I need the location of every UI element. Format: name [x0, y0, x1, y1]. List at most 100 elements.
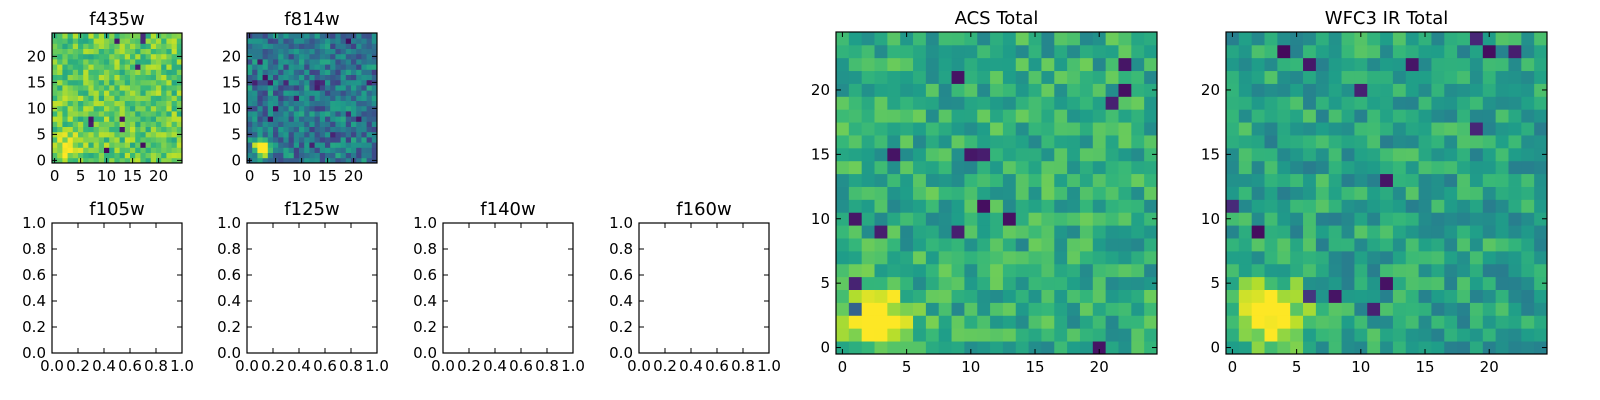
heatmap-cell [1521, 83, 1535, 97]
heatmap-cell [361, 152, 367, 159]
heatmap-cell [1067, 186, 1081, 200]
heatmap-cell [1380, 199, 1394, 213]
heatmap-cell [314, 147, 321, 153]
y-tick-label: 20 [27, 47, 46, 65]
heatmap-cell [1482, 263, 1497, 278]
heatmap-cell [1380, 250, 1394, 265]
heatmap-cell [67, 121, 74, 127]
heatmap-cell [1418, 315, 1432, 329]
heatmap-cell [371, 147, 378, 153]
heatmap-cell [319, 48, 326, 55]
heatmap-cell [62, 43, 68, 49]
heatmap-cell [1264, 225, 1278, 239]
heatmap-cell [140, 85, 146, 91]
heatmap-cell [345, 147, 352, 153]
heatmap-cell [836, 57, 850, 72]
heatmap-cell [848, 315, 863, 329]
heatmap-cell [288, 121, 295, 127]
heatmap-cell [299, 64, 305, 70]
heatmap-cell [1392, 160, 1407, 175]
heatmap-cell [1315, 96, 1330, 110]
heatmap-cell [1131, 289, 1145, 303]
heatmap-cell [1290, 173, 1304, 187]
x-tick-label: 0.8 [535, 357, 559, 375]
heatmap-cell [104, 74, 110, 81]
heatmap-cell [1405, 122, 1419, 136]
heatmap-cell [135, 152, 141, 159]
x-tick-label: 0.4 [287, 357, 311, 375]
heatmap-cell [1354, 109, 1368, 123]
heatmap-cell [109, 126, 115, 133]
heatmap-cell [140, 74, 146, 81]
panel-title: WFC3 IR Total [1325, 8, 1448, 29]
heatmap-cell [267, 59, 274, 65]
heatmap-cell [1226, 199, 1240, 213]
heatmap-cell [288, 131, 295, 138]
heatmap-cell [325, 53, 331, 60]
heatmap-cell [1079, 173, 1094, 187]
heatmap-cell [288, 64, 295, 70]
heatmap-cell [1264, 32, 1278, 46]
heatmap-cell [361, 105, 367, 112]
heatmap-cell [874, 83, 888, 97]
heatmap-cell [257, 64, 263, 70]
heatmap-cell [938, 289, 952, 303]
heatmap-cell [309, 69, 315, 75]
heatmap-cell [257, 142, 263, 148]
heatmap-cell [1508, 173, 1522, 187]
heatmap-cell [1002, 83, 1017, 97]
heatmap-cell [1002, 160, 1017, 175]
heatmap-cell [1238, 238, 1253, 252]
heatmap-cell [371, 137, 378, 143]
heatmap-cell [304, 90, 310, 96]
heatmap-cell [62, 111, 68, 117]
heatmap-cell [130, 48, 136, 55]
heatmap-cell [964, 122, 978, 136]
heatmap-cell [267, 152, 274, 159]
heatmap-cell [1469, 341, 1484, 355]
heatmap-cell [278, 126, 284, 133]
heatmap-cell [1041, 147, 1055, 162]
heatmap-cell [1444, 199, 1458, 213]
heatmap-cell [1251, 70, 1265, 84]
heatmap-cell [951, 186, 965, 200]
heatmap-cell [1418, 160, 1432, 175]
heatmap-cell [319, 69, 326, 75]
heatmap-cell [124, 111, 131, 117]
heatmap-cell [1028, 122, 1042, 136]
heatmap-cell [57, 116, 63, 122]
heatmap-cell [1392, 44, 1407, 59]
heatmap-cell [293, 126, 300, 133]
heatmap-cell [1469, 289, 1484, 303]
heatmap-cell [1303, 276, 1317, 290]
heatmap-cell [990, 135, 1004, 149]
heatmap-cell [1328, 328, 1342, 342]
heatmap-cell [135, 85, 141, 91]
heatmap-cell [88, 121, 94, 127]
heatmap-cell [247, 85, 253, 91]
heatmap-cell [366, 131, 373, 138]
heatmap-cell [335, 131, 341, 138]
heatmap-cell [304, 105, 310, 112]
heatmap-cell [247, 121, 253, 127]
heatmap-cell [1418, 83, 1432, 97]
heatmap-cell [145, 105, 152, 112]
heatmap-cell [1041, 315, 1055, 329]
x-tick-label: 20 [149, 167, 168, 185]
heatmap-cell [247, 142, 253, 148]
heatmap-cell [176, 38, 183, 44]
heatmap-cell [257, 43, 263, 49]
heatmap-cell [925, 135, 940, 149]
heatmap-cell [98, 105, 105, 112]
heatmap-cell [135, 38, 141, 44]
heatmap-cell [964, 315, 978, 329]
heatmap-cell [1277, 212, 1291, 226]
heatmap-cell [1469, 238, 1484, 252]
heatmap-cell [913, 173, 927, 187]
heatmap-cell [166, 38, 172, 44]
heatmap-cell [104, 105, 110, 112]
heatmap-cell [1002, 173, 1017, 187]
heatmap-cell [1105, 199, 1119, 213]
heatmap-cell [1251, 263, 1265, 278]
heatmap-cell [78, 64, 84, 70]
